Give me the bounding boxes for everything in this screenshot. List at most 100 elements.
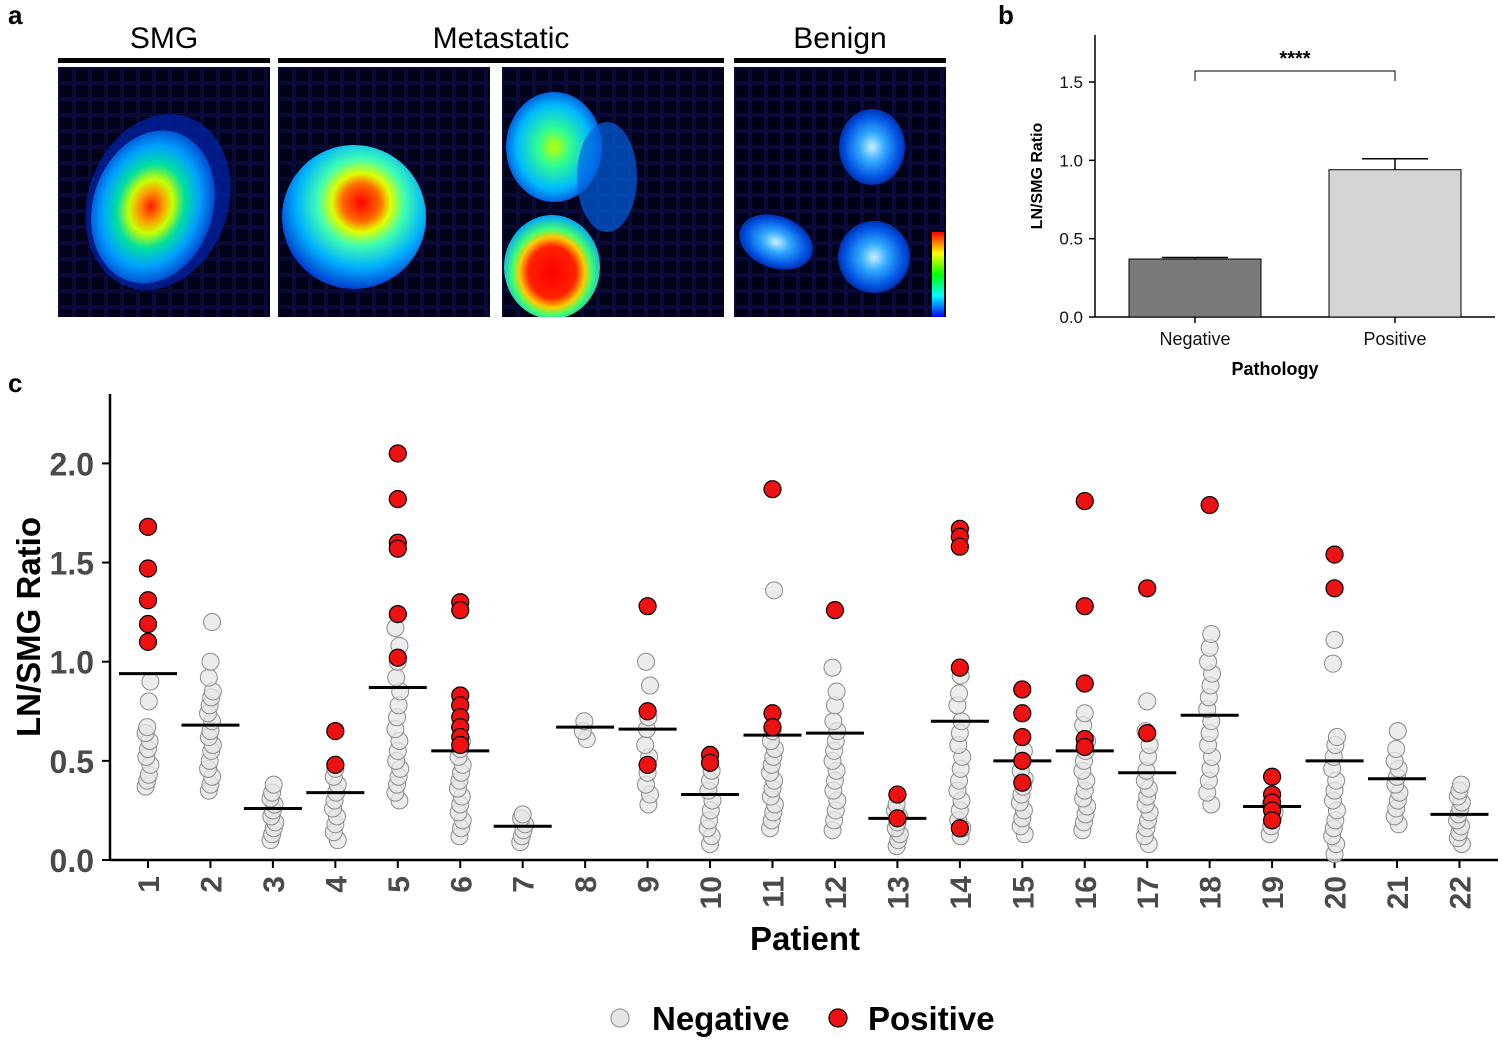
- panel-b-letter: b: [998, 0, 1014, 30]
- metastatic-group-bar: [278, 58, 724, 63]
- y-tick-label: 1.0: [50, 645, 94, 681]
- x-tick-label: 2: [195, 876, 228, 893]
- positive-point: [1138, 579, 1157, 598]
- positive-point: [388, 605, 407, 624]
- negative-point: [1388, 722, 1407, 741]
- y-axis-title: LN/SMG Ratio: [10, 517, 47, 737]
- y-tick-label: 1.5: [1059, 73, 1083, 92]
- y-tick-label: 1.5: [50, 546, 94, 582]
- positive-point: [1200, 495, 1219, 515]
- negative-point: [827, 682, 846, 701]
- metastatic-fluorescence-image-2: [502, 67, 724, 317]
- positive-point: [138, 591, 158, 610]
- negative-point: [1138, 692, 1157, 711]
- positive-point: [888, 809, 907, 828]
- x-tick-label: Positive: [1363, 329, 1426, 349]
- significance-label: ****: [1279, 48, 1310, 70]
- positive-point: [825, 601, 845, 620]
- x-tick-label: 4: [320, 876, 353, 893]
- negative-point: [138, 718, 157, 737]
- x-tick-label: 17: [1132, 876, 1165, 909]
- negative-point: [1202, 624, 1221, 643]
- negative-point: [637, 652, 655, 671]
- positive-point: [1262, 811, 1282, 830]
- y-tick-label: 0.0: [50, 843, 94, 879]
- benign-group-label: Benign: [793, 22, 887, 55]
- positive-point: [950, 537, 969, 556]
- positive-point: [1075, 674, 1094, 693]
- y-tick-label: 0.5: [50, 744, 94, 780]
- benign-fluorescence-image: [734, 67, 946, 317]
- x-tick-label: 6: [445, 876, 478, 893]
- x-tick-label: 19: [1257, 876, 1290, 909]
- positive-point: [388, 648, 407, 667]
- positive-point: [1325, 579, 1344, 598]
- x-tick-label: Negative: [1159, 329, 1230, 349]
- legend-positive-label: Positive: [868, 1000, 995, 1037]
- positive-point: [700, 753, 720, 772]
- positive-point: [138, 559, 158, 578]
- x-tick-label: 11: [758, 876, 791, 908]
- metastatic-group-label: Metastatic: [432, 22, 570, 55]
- positive-point: [1013, 773, 1032, 792]
- positive-point: [1138, 723, 1157, 743]
- positive-point: [1075, 737, 1094, 757]
- y-tick-label: 0.0: [1059, 308, 1083, 327]
- negative-point: [824, 712, 843, 731]
- x-tick-label: 9: [633, 876, 666, 893]
- x-tick-label: 14: [945, 876, 978, 910]
- panel-c-letter: c: [8, 368, 23, 398]
- positive-point: [138, 517, 158, 536]
- negative-point: [264, 775, 283, 794]
- x-tick-label: 20: [1320, 876, 1353, 909]
- positive-point: [888, 785, 907, 804]
- panel-a-letter: a: [8, 0, 23, 30]
- smg-fluorescence-image: [58, 67, 270, 317]
- negative-point: [141, 672, 160, 691]
- smg-group-bar: [58, 58, 270, 63]
- negative-point: [1387, 739, 1406, 758]
- x-tick-label: 5: [383, 876, 416, 893]
- positive-point: [138, 614, 158, 634]
- positive-point: [326, 755, 345, 774]
- x-tick-label: 12: [820, 876, 853, 909]
- y-tick-label: 2.0: [50, 446, 94, 482]
- positive-point: [1075, 491, 1094, 511]
- positive-point: [950, 819, 969, 838]
- positive-point: [388, 444, 407, 463]
- x-tick-label: 13: [882, 876, 915, 909]
- positive-point: [638, 597, 657, 616]
- x-tick-label: 15: [1007, 876, 1040, 909]
- negative-point: [201, 652, 220, 671]
- negative-point: [636, 735, 655, 754]
- negative-point: [950, 684, 969, 703]
- x-tick-label: 8: [570, 876, 603, 893]
- y-tick-label: 0.5: [1059, 230, 1083, 249]
- x-tick-label: 18: [1195, 876, 1228, 909]
- scatter-chart-c: 0.00.51.01.52.01 2 3 4 5 6 7 8 9 10 11 12 13 14 15 16 17…: [10, 394, 1498, 1037]
- benign-group-bar: [734, 58, 946, 63]
- negative-point: [513, 805, 532, 824]
- negative-point: [641, 676, 659, 695]
- legend-negative-marker: [610, 1008, 630, 1028]
- metastatic-fluorescence-image-1: [278, 67, 490, 317]
- smg-group-label: SMG: [129, 22, 199, 55]
- positive-point: [388, 489, 407, 509]
- positive-point: [638, 755, 657, 774]
- bar-chart-b: 0.0 0.5 1.0 1.5 Negative Positive **** Patholog…: [1029, 35, 1495, 379]
- positive-point: [451, 601, 470, 620]
- positive-point: [763, 718, 782, 737]
- x-tick-label: 16: [1070, 876, 1103, 909]
- negative-point: [1452, 775, 1471, 794]
- x-tick-label: 7: [508, 876, 541, 893]
- positive-point: [388, 539, 407, 558]
- negative-point: [1327, 728, 1346, 747]
- negative-point: [1075, 704, 1094, 723]
- positive-point: [1013, 751, 1032, 770]
- negative-point: [823, 658, 842, 677]
- positive-point: [1262, 767, 1282, 786]
- positive-point: [638, 702, 657, 721]
- positive-point: [1325, 545, 1344, 564]
- positive-point: [1013, 727, 1032, 747]
- negative-point: [1325, 630, 1344, 649]
